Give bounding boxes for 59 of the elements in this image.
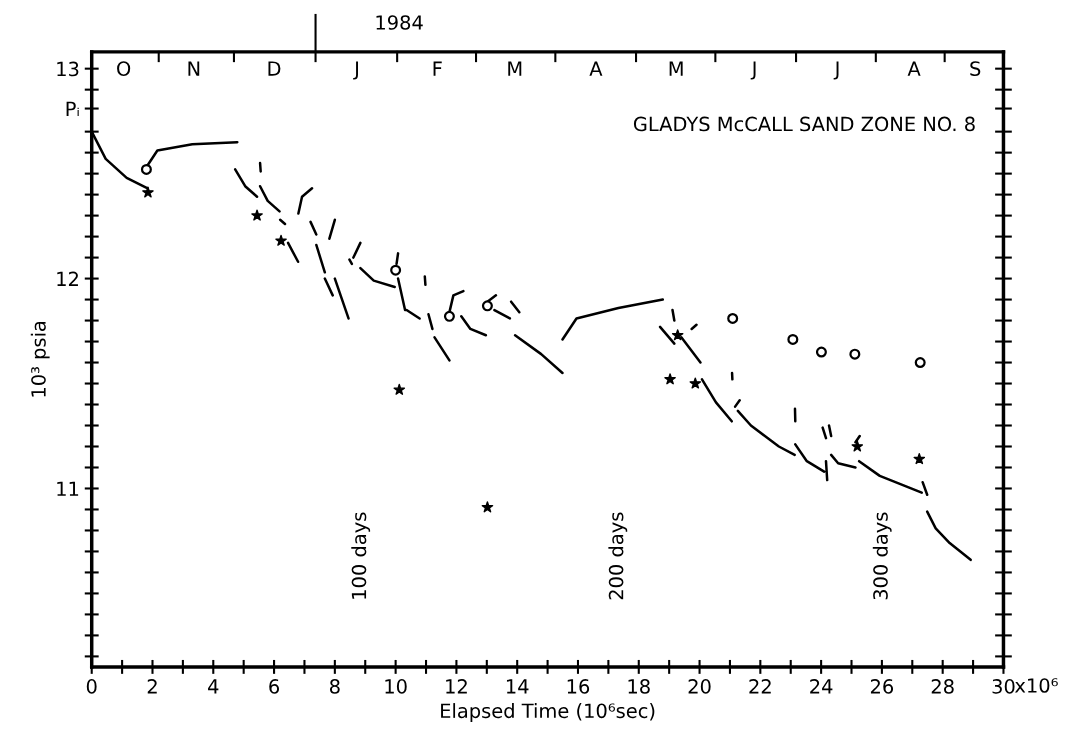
- point: [914, 357, 926, 369]
- x-tick-label: 26: [870, 679, 894, 694]
- text: x10⁶: [1014, 678, 1058, 693]
- point: [140, 163, 152, 175]
- text: GLADYS McCALL SAND ZONE NO. 8: [633, 116, 975, 132]
- x-tick-label: 10: [385, 679, 407, 694]
- point: [142, 186, 154, 198]
- annotation: J: [833, 61, 839, 80]
- annotation: A: [589, 61, 603, 76]
- y-tick-label: Pᵢ: [66, 101, 79, 117]
- annotation: S: [970, 61, 981, 76]
- point: [393, 383, 406, 395]
- y-axis-title: 10³ psia: [30, 321, 50, 397]
- point: [671, 329, 684, 341]
- annotation: J: [750, 61, 756, 80]
- x-tick-label: 24: [810, 679, 833, 694]
- point: [275, 234, 287, 246]
- y-tick-label: 13: [57, 61, 79, 77]
- annotation: F: [433, 61, 442, 76]
- x-tick-label: 8: [329, 679, 340, 694]
- x-axis-title: Elapsed Time (10⁶sec): [441, 703, 655, 722]
- point: [443, 310, 455, 322]
- y-tick-label: 12: [57, 271, 78, 286]
- x-tick-label: 6: [269, 679, 280, 694]
- point: [689, 377, 702, 389]
- x-tick-label: 20: [688, 679, 711, 694]
- point: [849, 348, 861, 360]
- point: [481, 501, 494, 513]
- x-tick-label: 4: [208, 679, 219, 694]
- x-tick-label: 28: [931, 679, 954, 694]
- point: [913, 453, 926, 465]
- point: [390, 264, 402, 276]
- point: [727, 312, 739, 324]
- annotation: 100 days: [351, 512, 371, 599]
- x-tick-label: 12: [446, 679, 467, 694]
- y-tick-label: 11: [57, 481, 79, 496]
- x-tick-label: 0: [86, 679, 97, 694]
- annotation: M: [508, 61, 522, 76]
- point: [815, 346, 827, 358]
- text: 1984: [376, 15, 423, 30]
- annotation: J: [353, 61, 358, 80]
- annotation: 300 days: [872, 512, 892, 600]
- x-tick-label: 2: [147, 679, 157, 694]
- point: [251, 209, 263, 221]
- annotation: A: [907, 61, 921, 76]
- annotation: 200 days: [608, 512, 628, 600]
- x-tick-label: 18: [628, 679, 650, 694]
- point: [481, 300, 493, 312]
- x-tick-label: 14: [506, 679, 529, 694]
- x-tick-label: 22: [749, 679, 771, 694]
- point: [851, 440, 864, 452]
- x-tick-label: 30: [992, 679, 1015, 694]
- x-tick-label: 16: [567, 679, 590, 694]
- point: [787, 333, 799, 345]
- annotation: D: [268, 61, 281, 76]
- annotation: N: [188, 61, 200, 76]
- point: [664, 373, 676, 385]
- annotation: M: [669, 61, 683, 76]
- annotation: O: [117, 61, 131, 76]
